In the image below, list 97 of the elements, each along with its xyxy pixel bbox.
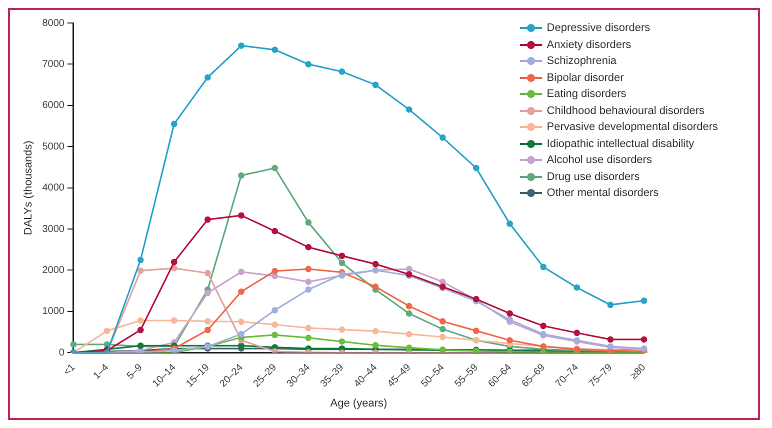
point [305, 278, 312, 285]
point [204, 290, 211, 296]
legend-label: Depressive disorders [546, 22, 650, 34]
legend-label: Alcohol use disorders [546, 154, 652, 166]
y-tick-label: 6000 [42, 100, 65, 112]
legend-label: Bipolar disorder [546, 72, 624, 84]
x-axis-title: Age (years) [330, 397, 388, 410]
point [406, 310, 412, 317]
y-tick-label: 7000 [42, 58, 65, 70]
legend-label: Pervasive developmental disorders [546, 121, 718, 134]
point [406, 302, 412, 310]
y-tick-label: 4000 [42, 182, 65, 194]
point [574, 330, 580, 336]
x-tick-label: 1–4 [91, 362, 112, 382]
point [607, 302, 614, 308]
point [272, 321, 278, 328]
point [338, 68, 346, 75]
x-tick-label: 5–9 [125, 362, 145, 382]
point [338, 338, 346, 345]
point [338, 260, 346, 266]
point [204, 270, 211, 276]
point [238, 288, 244, 295]
point [372, 284, 379, 290]
point [540, 264, 547, 270]
point [272, 164, 278, 172]
point [540, 322, 547, 330]
point [305, 61, 312, 68]
point [238, 268, 244, 276]
point [170, 120, 178, 128]
point [372, 260, 379, 268]
point [305, 244, 312, 250]
point [607, 336, 614, 343]
point [406, 330, 412, 338]
y-tick-label: 2000 [42, 264, 65, 276]
x-tick-label: <1 [62, 362, 78, 378]
point [272, 268, 278, 274]
point [137, 326, 144, 334]
point [238, 172, 244, 179]
legend-label: Drug use disorders [546, 170, 640, 183]
point [506, 220, 513, 227]
point [506, 310, 513, 317]
point [574, 284, 580, 291]
point [272, 228, 278, 234]
legend-label: Eating disorders [546, 88, 626, 100]
y-axis-title: DALYs (thousands) [22, 140, 35, 236]
point [338, 326, 346, 333]
point [238, 212, 244, 219]
point [137, 267, 144, 274]
point [640, 336, 648, 343]
point [70, 341, 77, 348]
y-tick-label: 3000 [42, 224, 65, 235]
point [439, 318, 446, 325]
point [137, 317, 144, 324]
point [238, 342, 244, 349]
legend-label: Idiopathic intellectual disability [546, 138, 694, 150]
point [272, 307, 278, 314]
point [137, 256, 144, 264]
point [640, 298, 648, 304]
point [305, 324, 312, 332]
point [170, 317, 178, 324]
point [305, 219, 312, 226]
point [204, 216, 211, 223]
point [506, 337, 513, 344]
point [439, 326, 446, 332]
point [472, 164, 480, 172]
point [104, 328, 110, 334]
point [204, 74, 211, 81]
legend-label: Other mental disorders [546, 187, 659, 200]
point [305, 334, 312, 342]
legend-label: Anxiety disorders [546, 38, 632, 51]
point [372, 342, 379, 348]
point [406, 106, 412, 113]
y-tick-label: 0 [58, 347, 65, 358]
point [272, 46, 278, 53]
point [272, 348, 278, 353]
legend-label: Schizophrenia [546, 55, 617, 68]
point [238, 330, 244, 338]
point [372, 82, 379, 88]
point [439, 134, 446, 141]
legend-label: Childhood behavioural disorders [546, 104, 705, 117]
point [204, 318, 211, 325]
point [338, 252, 346, 260]
point [170, 258, 178, 266]
y-tick-label: 8000 [42, 18, 65, 29]
point [506, 316, 513, 323]
x-tick-label: ≥80 [628, 362, 648, 382]
point [472, 328, 480, 334]
point [204, 326, 211, 334]
y-tick-label: 5000 [42, 141, 65, 152]
point [238, 318, 244, 325]
y-tick-label: 1000 [42, 306, 65, 318]
point [238, 42, 244, 49]
point [439, 334, 446, 340]
point [272, 332, 278, 338]
point [305, 266, 312, 272]
point [372, 328, 379, 334]
point [305, 286, 312, 293]
